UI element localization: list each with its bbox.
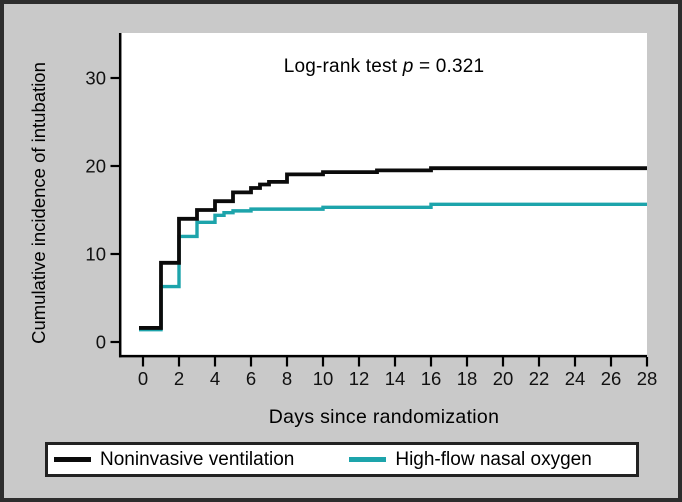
annotation-p-symbol: p bbox=[402, 56, 414, 77]
x-tick-label: 14 bbox=[385, 368, 406, 389]
legend-label-noninvasive-ventilation: Noninvasive ventilation bbox=[100, 448, 295, 470]
y-tick-label: 0 bbox=[96, 332, 106, 353]
x-axis-title: Days since randomization bbox=[268, 406, 500, 428]
legend-sample-noninvasive-ventilation bbox=[54, 457, 91, 462]
series-line-noninvasive-ventilation bbox=[139, 166, 647, 330]
x-tick-label: 26 bbox=[601, 368, 622, 389]
annotation-prefix: Log-rank test bbox=[283, 56, 403, 77]
y-tick-label: 20 bbox=[85, 156, 106, 177]
y-tick-label: 30 bbox=[85, 68, 106, 89]
legend-sample-high-flow-nasal-oxygen bbox=[349, 457, 387, 462]
x-tick-label: 22 bbox=[529, 368, 550, 389]
annotation-value: = 0.321 bbox=[413, 56, 485, 77]
x-tick-label: 4 bbox=[210, 368, 220, 389]
legend-box: Noninvasive ventilation High-flow nasal … bbox=[45, 442, 639, 477]
x-tick-label: 2 bbox=[174, 368, 184, 389]
x-tick-label: 24 bbox=[565, 368, 586, 389]
log-rank-annotation: Log-rank test p = 0.321 bbox=[121, 56, 647, 78]
y-tick-label: 10 bbox=[85, 244, 106, 265]
x-tick-label: 16 bbox=[421, 368, 442, 389]
plot-area bbox=[121, 33, 647, 356]
x-tick-label: 12 bbox=[349, 368, 370, 389]
x-tick-label: 8 bbox=[282, 368, 292, 389]
legend-label-high-flow-nasal-oxygen: High-flow nasal oxygen bbox=[395, 448, 592, 470]
series-curves bbox=[139, 166, 647, 332]
series-line-high-flow-nasal-oxygen bbox=[139, 202, 647, 332]
x-tick-label: 20 bbox=[493, 368, 514, 389]
x-tick-label: 18 bbox=[457, 368, 478, 389]
x-tick-label: 10 bbox=[313, 368, 334, 389]
x-tick-label: 28 bbox=[637, 368, 658, 389]
x-tick-label: 6 bbox=[246, 368, 256, 389]
y-axis-title: Cumulative incidence of intubation bbox=[28, 62, 49, 344]
x-tick-label: 0 bbox=[138, 368, 148, 389]
